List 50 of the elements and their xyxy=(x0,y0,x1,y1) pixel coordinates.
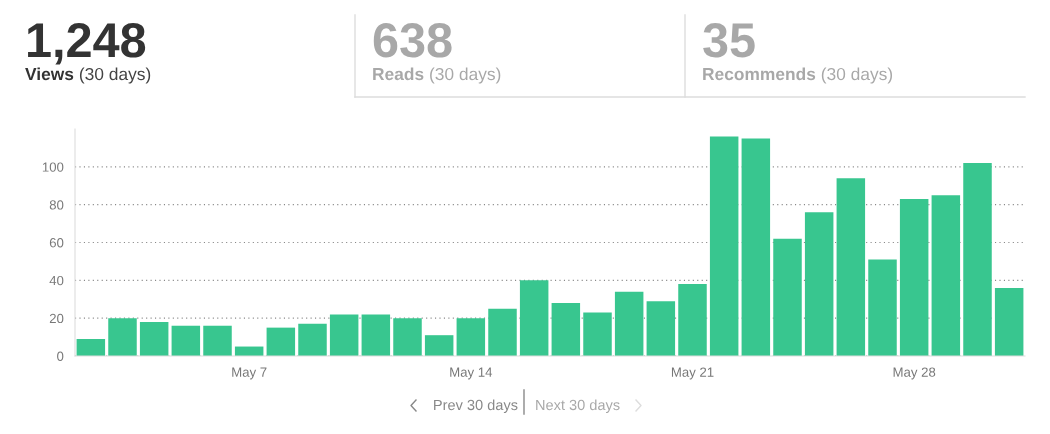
bar xyxy=(393,318,422,356)
bar xyxy=(709,136,739,356)
text: 35 xyxy=(703,23,755,58)
text: Views xyxy=(25,67,74,81)
bar xyxy=(804,212,834,356)
bar xyxy=(963,163,992,356)
x-tick-label: May 21 xyxy=(671,367,714,380)
bar xyxy=(773,238,802,356)
bar xyxy=(266,327,296,356)
text: Prev 30 days xyxy=(434,399,518,414)
x-tick-label: May 14 xyxy=(450,367,493,380)
y-tick-label: 100 xyxy=(42,162,64,172)
bar xyxy=(329,314,359,356)
text: Recommends xyxy=(703,67,816,81)
bar xyxy=(614,291,644,356)
y-tick-label: 0 xyxy=(57,351,64,361)
bar xyxy=(868,259,897,356)
bar xyxy=(361,314,391,356)
bar xyxy=(139,321,169,356)
bar xyxy=(899,198,929,356)
bar xyxy=(488,308,517,356)
x-tick-label: May 7 xyxy=(232,367,267,380)
bar xyxy=(741,138,771,356)
text: Next 30 days xyxy=(536,399,620,414)
y-tick-label: 80 xyxy=(49,200,64,210)
text: (30 days) xyxy=(430,67,501,84)
text: Reads xyxy=(373,67,424,81)
bar xyxy=(108,318,137,356)
bar xyxy=(836,178,866,356)
bar xyxy=(456,318,486,356)
bar xyxy=(203,325,232,356)
text: (30 days) xyxy=(79,67,151,84)
bar xyxy=(931,195,961,356)
bar xyxy=(583,312,612,356)
bar xyxy=(646,301,676,356)
bar xyxy=(171,325,201,356)
text: (30 days) xyxy=(821,67,893,84)
y-tick-label: 60 xyxy=(49,238,64,248)
bar xyxy=(424,335,454,356)
text: 638 xyxy=(373,23,452,58)
x-tick-label: May 28 xyxy=(893,367,936,380)
bar xyxy=(76,338,106,356)
y-tick-label: 40 xyxy=(49,275,64,286)
bar xyxy=(551,303,581,356)
bar xyxy=(519,280,549,356)
bar xyxy=(678,284,707,356)
bar xyxy=(298,323,327,356)
bar xyxy=(994,287,1024,356)
y-tick-label: 20 xyxy=(49,313,64,324)
text: 1,248 xyxy=(28,23,146,65)
